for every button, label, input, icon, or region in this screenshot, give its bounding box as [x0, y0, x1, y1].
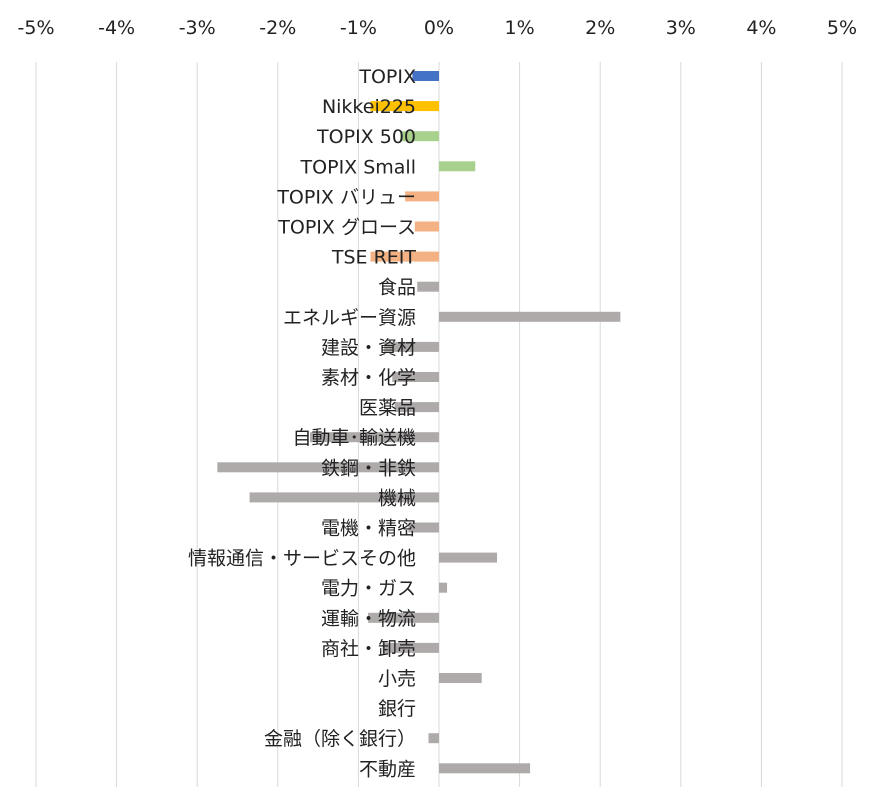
category-label: TOPIX バリュー: [276, 186, 416, 208]
x-axis-ticks: -5% -4% -3% -2% -1% 0% 1% 2% 3% 4% 5%: [18, 17, 858, 39]
bar: [217, 462, 439, 473]
bar: [414, 221, 439, 232]
bar: [428, 733, 439, 744]
gridlines: [35, 62, 843, 787]
category-label: 素材・化学: [321, 367, 416, 389]
x-tick-label: -2%: [259, 17, 296, 39]
category-label: エネルギー資源: [283, 307, 416, 329]
bar: [384, 341, 439, 352]
category-label: 電機・精密: [321, 518, 416, 540]
x-tick-label: 3%: [666, 17, 696, 39]
bar: [370, 251, 439, 262]
category-label: TOPIX: [358, 66, 416, 88]
bar: [405, 191, 439, 202]
bar: [400, 131, 439, 142]
category-label: 自動車･輸送機: [292, 427, 416, 449]
bar: [408, 522, 439, 533]
x-tick-label: 1%: [505, 17, 535, 39]
category-labels: TOPIX Nikkei225 TOPIX 500 TOPIX Small TOPIX …: [188, 66, 416, 780]
category-label: 金融（除く銀行）: [264, 728, 416, 750]
category-label: 医薬品: [359, 397, 416, 419]
category-label: TOPIX Small: [300, 156, 416, 178]
bar: [439, 311, 621, 322]
category-label: 小売: [378, 668, 416, 690]
x-tick-label: 0%: [424, 17, 454, 39]
category-label: TOPIX グロース: [277, 217, 416, 239]
category-label: 情報通信・サービスその他: [188, 548, 416, 570]
category-label: 電力・ガス: [321, 578, 416, 600]
bar: [439, 763, 531, 774]
category-label: 食品: [378, 277, 416, 299]
bar: [394, 402, 439, 413]
category-label: 建設・資材: [321, 337, 416, 359]
bar: [370, 101, 439, 112]
bar: [412, 71, 439, 81]
x-tick-label: -1%: [340, 17, 377, 39]
category-label: 商社・卸売: [321, 638, 416, 660]
bar: [439, 673, 482, 683]
category-label: 銀行: [378, 698, 416, 720]
category-label: Nikkei225: [322, 96, 416, 118]
x-tick-label: -5%: [18, 17, 55, 39]
x-tick-label: -3%: [179, 17, 216, 39]
x-tick-label: 2%: [585, 17, 615, 39]
bar: [392, 372, 439, 382]
bar: [249, 492, 439, 503]
x-tick-label: 5%: [827, 17, 857, 39]
category-label: 機械: [378, 487, 416, 509]
bar: [417, 281, 439, 292]
bar: [382, 642, 439, 653]
category-label: TOPIX 500: [316, 126, 416, 148]
x-tick-label: -4%: [98, 17, 135, 39]
category-label: TSE REIT: [331, 247, 417, 269]
bar: [439, 161, 476, 172]
category-label: 不動産: [359, 758, 416, 780]
category-label: 運輸・物流: [321, 608, 416, 630]
x-tick-label: 4%: [746, 17, 776, 39]
bar: [439, 582, 448, 593]
bar: [368, 612, 439, 623]
category-label: 鉄鋼・非鉄: [321, 457, 416, 479]
bars: [217, 71, 621, 774]
bar: [310, 432, 439, 443]
bar: [439, 552, 498, 563]
